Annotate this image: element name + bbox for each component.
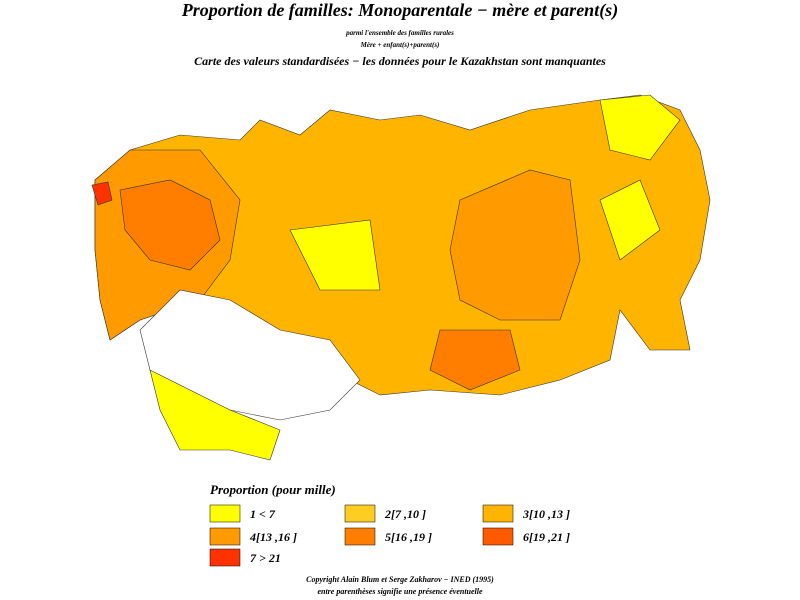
legend-label: 7 > 21 — [250, 551, 281, 565]
region — [149, 369, 281, 461]
region — [429, 329, 521, 391]
legend: 1 < 7 2[7 ,10 ] 3[10 ,13 ] 4[13 ,16 ] 5[16 ,… — [209, 504, 570, 567]
region — [289, 219, 381, 291]
region — [91, 181, 113, 206]
legend-label: 3[10 ,13 ] — [522, 507, 570, 521]
formula: Mère + enfant(s)+parent(s) — [360, 41, 440, 49]
legend-swatch — [344, 527, 376, 546]
legend-swatch — [209, 504, 241, 523]
legend-swatch — [482, 527, 514, 546]
legend-label: 5[16 ,19 ] — [385, 530, 432, 544]
legend-title: Proportion (pour mille) — [210, 482, 336, 497]
region — [449, 169, 581, 321]
legend-label: 6[19 ,21 ] — [523, 530, 570, 544]
title: Proportion de familles: Monoparentale − … — [181, 0, 618, 21]
legend-swatch — [344, 504, 376, 523]
legend-label: 1 < 7 — [250, 507, 276, 521]
note: Carte des valeurs standardisées − les do… — [194, 54, 606, 68]
region — [599, 94, 681, 161]
legend-label: 2[7 ,10 ] — [384, 507, 426, 521]
region — [599, 179, 661, 261]
region — [119, 179, 221, 271]
copyright: Copyright Alain Blum et Serge Zakharov −… — [306, 575, 494, 584]
remark: entre parenthèses signifie une présence … — [317, 587, 483, 596]
legend-swatch — [209, 548, 241, 567]
legend-swatch — [209, 527, 241, 546]
legend-label: 4[13 ,16 ] — [249, 530, 297, 544]
subtitle: parmi l'ensemble des familles rurales — [345, 29, 454, 37]
map — [91, 94, 711, 461]
legend-swatch — [482, 504, 514, 523]
